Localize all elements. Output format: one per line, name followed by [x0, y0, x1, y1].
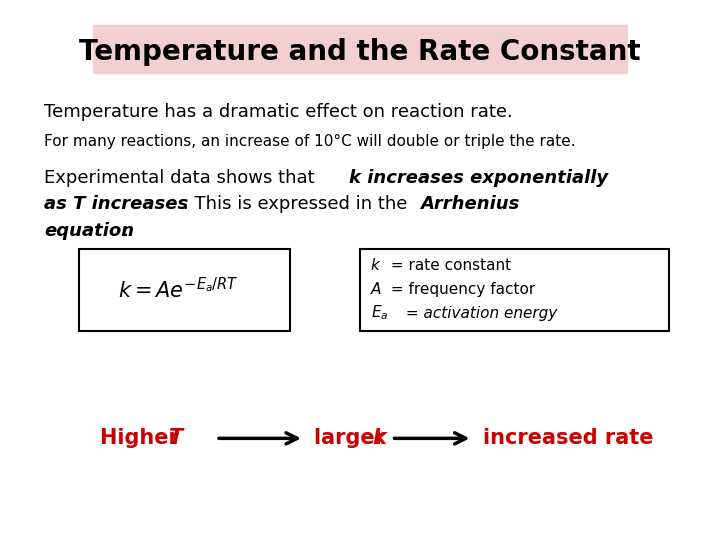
Text: $E_a$: $E_a$	[371, 304, 388, 322]
Text: A: A	[371, 282, 381, 297]
Bar	[360, 249, 669, 330]
Text: $k = Ae^{-E_a/RT}$: $k = Ae^{-E_a/RT}$	[117, 277, 238, 302]
Text: T: T	[169, 428, 183, 448]
Text: equation: equation	[44, 221, 134, 240]
Text: For many reactions, an increase of 10°C will double or triple the rate.: For many reactions, an increase of 10°C …	[44, 133, 575, 148]
Text: as T increases: as T increases	[44, 195, 188, 213]
Text: . This is expressed in the: . This is expressed in the	[183, 195, 413, 213]
Text: Higher: Higher	[100, 428, 186, 448]
Text: Temperature and the Rate Constant: Temperature and the Rate Constant	[79, 38, 641, 66]
Text: k: k	[371, 258, 379, 273]
Text: k increases exponentially: k increases exponentially	[349, 169, 608, 187]
Text: Arrhenius: Arrhenius	[420, 195, 519, 213]
Text: increased rate: increased rate	[483, 428, 654, 448]
Text: Experimental data shows that: Experimental data shows that	[44, 169, 320, 187]
Text: Temperature has a dramatic effect on reaction rate.: Temperature has a dramatic effect on rea…	[44, 103, 513, 121]
Text: :: :	[123, 221, 130, 240]
Text: = frequency factor: = frequency factor	[386, 282, 535, 297]
Text: = activation energy: = activation energy	[401, 306, 557, 321]
Bar	[93, 25, 627, 73]
Text: larger: larger	[315, 428, 392, 448]
Text: k: k	[373, 428, 387, 448]
Text: = rate constant: = rate constant	[386, 258, 511, 273]
Bar	[79, 249, 289, 330]
